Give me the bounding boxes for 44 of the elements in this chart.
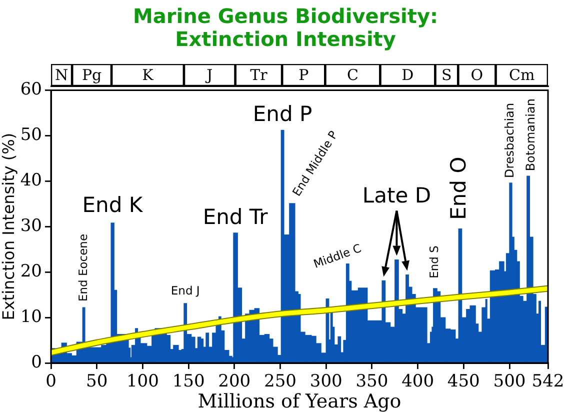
annotation: Botomanian bbox=[523, 98, 538, 172]
y-tick-label: 30 bbox=[20, 216, 42, 236]
x-tick-label: 300 bbox=[310, 372, 342, 392]
y-tick-label: 50 bbox=[20, 125, 42, 146]
series-label: S bbox=[442, 66, 452, 84]
x-tick-label: 250 bbox=[264, 372, 296, 392]
x-tick-label: 150 bbox=[172, 372, 205, 392]
annotation: End Eocene bbox=[76, 234, 90, 302]
series-label: C bbox=[346, 66, 358, 84]
annotation: Middle C bbox=[312, 240, 363, 271]
annotation: End O bbox=[446, 156, 470, 220]
series-label: N bbox=[54, 66, 68, 84]
y-tick-label: 20 bbox=[20, 261, 42, 282]
x-tick-label: 50 bbox=[86, 372, 108, 392]
series-label: K bbox=[142, 66, 154, 84]
annotation: End J bbox=[170, 284, 200, 298]
x-tick-label: 542 bbox=[532, 372, 564, 392]
series-label: P bbox=[298, 66, 309, 84]
y-axis-title: Extinction Intensity (%) bbox=[0, 132, 18, 320]
annotation: End P bbox=[252, 102, 312, 126]
x-axis-title: Millions of Years Ago bbox=[198, 390, 402, 413]
series-label: O bbox=[470, 66, 484, 84]
series-label: Tr bbox=[250, 66, 268, 84]
annotation: End Tr bbox=[202, 204, 268, 229]
x-tick-label: 500 bbox=[493, 372, 526, 392]
chart-title: Marine Genus Biodiversity: Extinction Intensity bbox=[132, 4, 440, 51]
annotation: End K bbox=[82, 192, 144, 217]
x-tick-label: 0 bbox=[46, 372, 56, 392]
y-tick-label: 40 bbox=[20, 170, 42, 191]
x-tick-label: 400 bbox=[402, 372, 434, 392]
annotation: End S bbox=[427, 246, 442, 278]
annotation: Late D bbox=[362, 184, 431, 208]
y-tick-label: 60 bbox=[20, 80, 42, 100]
x-tick-label: 100 bbox=[126, 372, 159, 392]
series-label: D bbox=[402, 66, 414, 84]
series-label: Pg bbox=[82, 66, 102, 84]
x-tick-label: 350 bbox=[356, 372, 388, 392]
y-tick-label: 10 bbox=[20, 306, 42, 327]
series-label: J bbox=[204, 66, 213, 84]
annotation: Dresbachian bbox=[502, 102, 517, 178]
x-tick-label: 450 bbox=[447, 372, 480, 392]
x-tick-label: 200 bbox=[218, 372, 251, 392]
series-label: Cm bbox=[509, 66, 535, 84]
y-tick-label: 0 bbox=[31, 352, 42, 372]
